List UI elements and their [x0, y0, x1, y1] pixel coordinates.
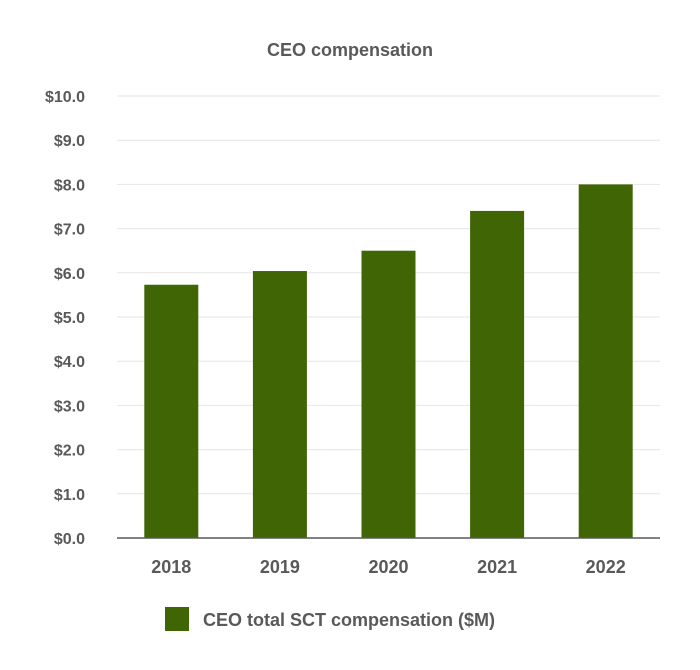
legend: CEO total SCT compensation ($M) — [165, 607, 495, 631]
x-tick-label: 2021 — [477, 557, 517, 577]
x-tick-label: 2018 — [151, 557, 191, 577]
x-axis-ticks: 2018 2019 2020 2021 2022 — [151, 557, 625, 577]
bar-2021 — [470, 210, 525, 539]
y-tick-label: $3.0 — [54, 398, 85, 415]
chart-title: CEO compensation — [267, 40, 433, 60]
y-tick-label: $2.0 — [54, 443, 85, 460]
y-tick-label: $0.0 — [54, 531, 85, 548]
x-tick-label: 2019 — [260, 557, 300, 577]
y-tick-label: $7.0 — [54, 222, 85, 239]
y-tick-label: $6.0 — [54, 266, 85, 283]
x-tick-label: 2020 — [368, 557, 408, 577]
bar-2020 — [361, 250, 416, 538]
y-tick-label: $9.0 — [54, 133, 85, 150]
y-tick-label: $4.0 — [54, 354, 85, 371]
legend-label: CEO total SCT compensation ($M) — [203, 610, 495, 630]
y-tick-label: $10.0 — [45, 89, 85, 106]
legend-swatch — [165, 607, 189, 631]
bar-2018 — [144, 284, 199, 538]
y-tick-label: $8.0 — [54, 177, 85, 194]
y-tick-label: $1.0 — [54, 487, 85, 504]
x-tick-label: 2022 — [586, 557, 626, 577]
bars — [144, 184, 633, 539]
y-tick-label: $5.0 — [54, 310, 85, 327]
bar-2022 — [578, 184, 633, 538]
y-axis-ticks: $0.0 $1.0 $2.0 $3.0 $4.0 $5.0 $6.0 $7.0 $8.0 $9.0… — [45, 89, 85, 548]
bar-2019 — [252, 271, 307, 538]
